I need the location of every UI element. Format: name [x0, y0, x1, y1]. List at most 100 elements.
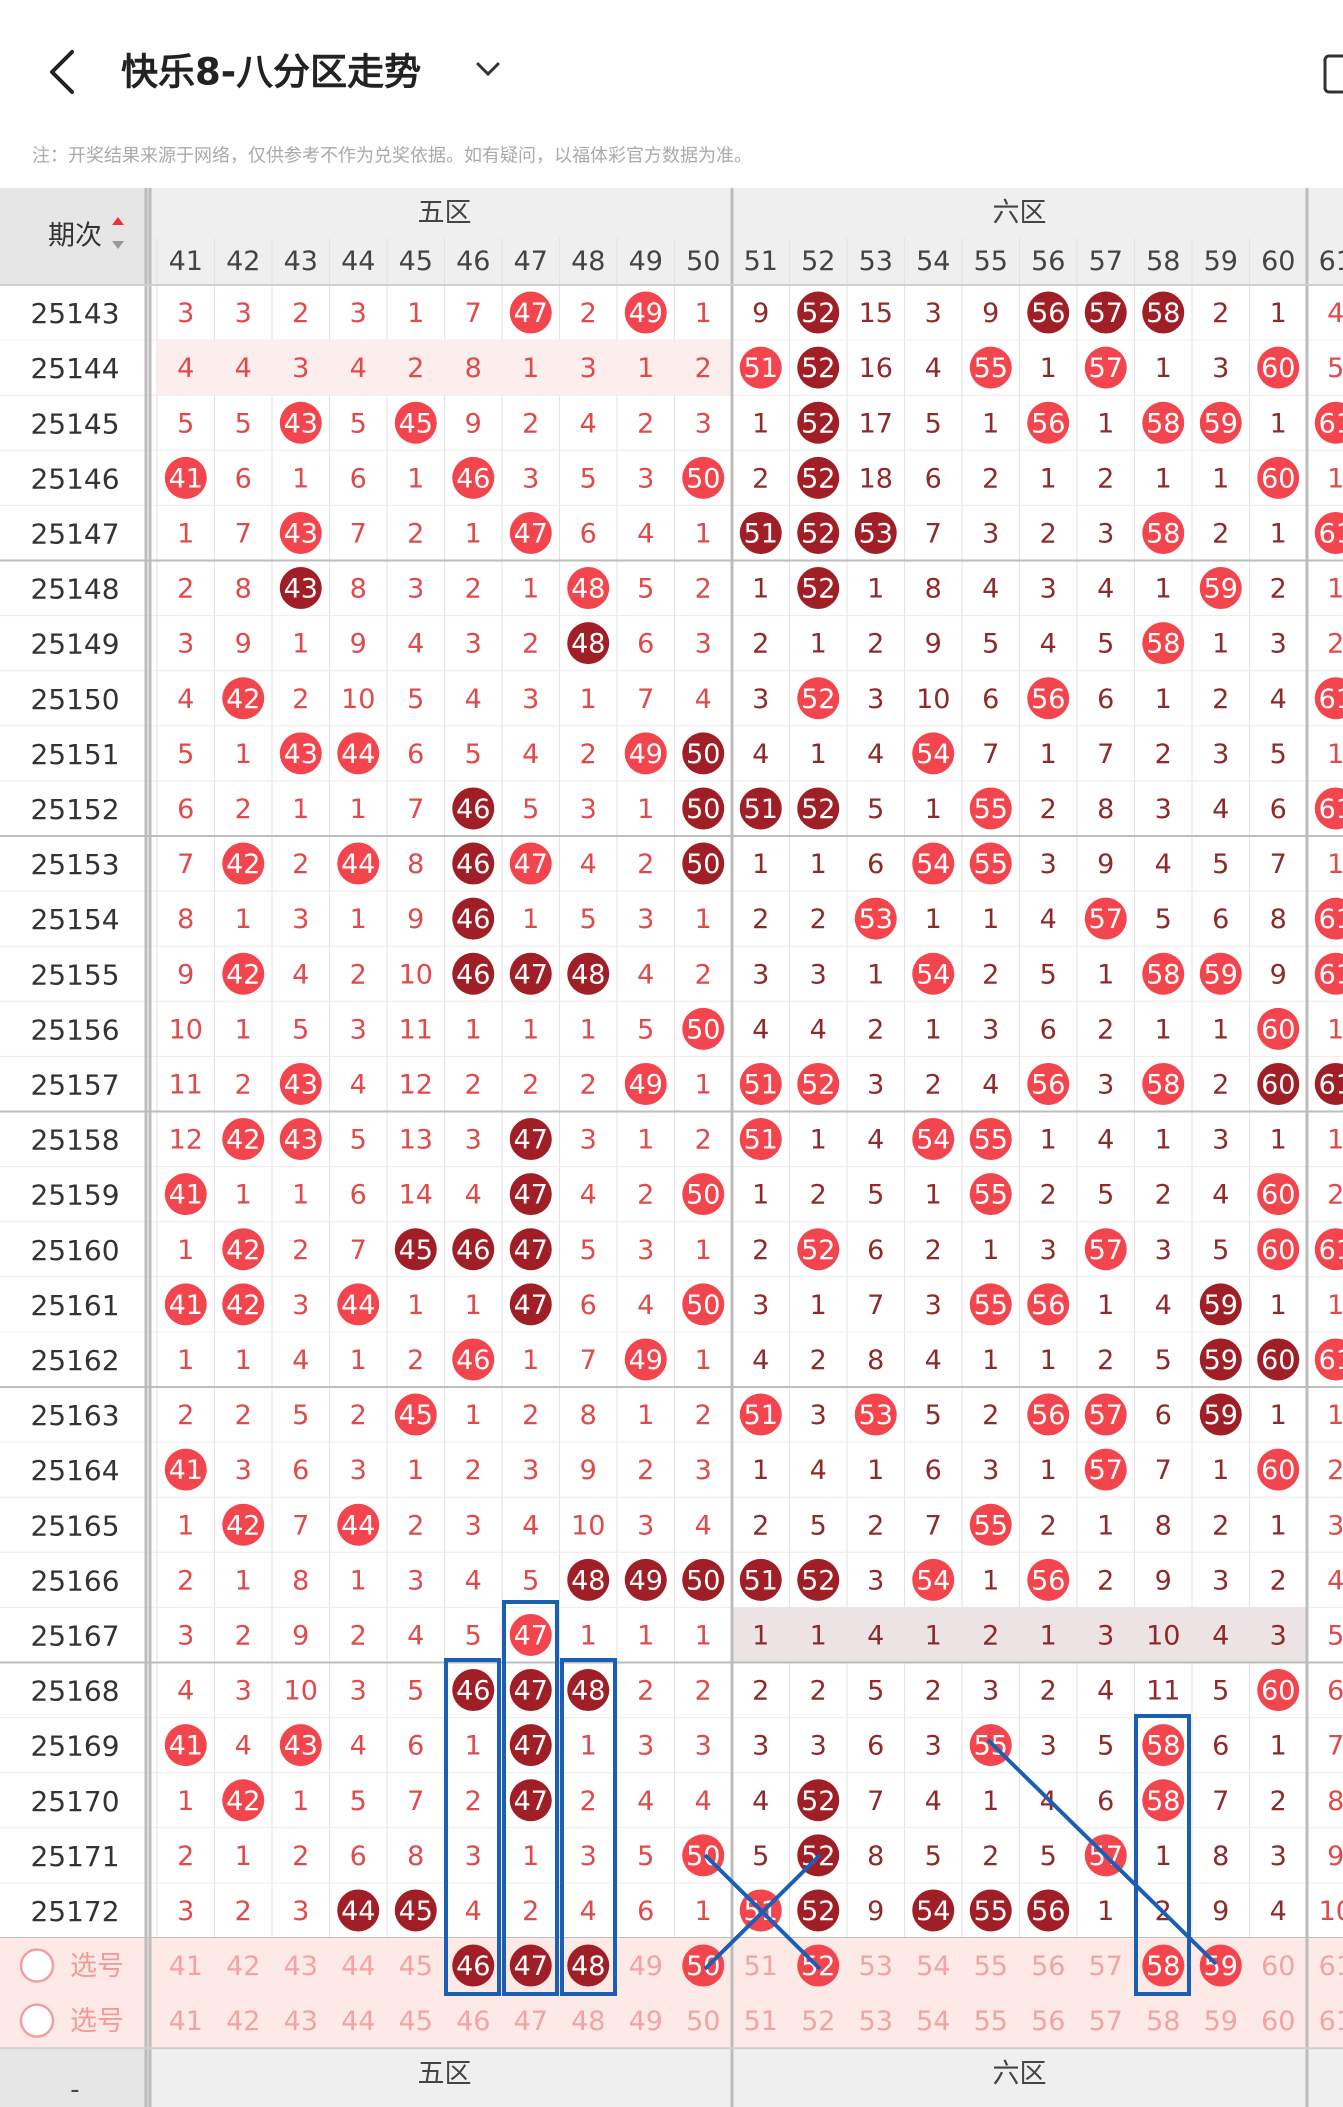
- cell-value: 1: [580, 684, 597, 715]
- hit-ball: [1257, 456, 1300, 499]
- cell-value: 3: [810, 1400, 827, 1431]
- cell-value: 17: [859, 408, 893, 439]
- select-cell[interactable]: [790, 1993, 848, 2048]
- title-dropdown[interactable]: [476, 62, 500, 77]
- cell-value: 1: [1097, 959, 1114, 990]
- column-number: 58: [1146, 246, 1180, 277]
- select-cell[interactable]: [272, 1993, 330, 2048]
- cell-value: 6: [1097, 1786, 1114, 1817]
- menu-icon[interactable]: [1323, 54, 1343, 94]
- select-cell[interactable]: [1077, 1938, 1135, 1993]
- footer-label: -: [70, 2075, 79, 2105]
- select-cell[interactable]: [502, 1938, 560, 1993]
- cell-value: 2: [1097, 1565, 1114, 1596]
- hit-ball: [337, 1503, 380, 1546]
- cell-value: 3: [292, 904, 309, 935]
- select-cell[interactable]: [617, 1993, 675, 2048]
- cell-value: 1: [292, 794, 309, 825]
- select-cell[interactable]: [445, 1938, 503, 1993]
- cell-value: 1: [1040, 1125, 1057, 1156]
- cell-value: 3: [1270, 1620, 1287, 1651]
- select-cell[interactable]: [272, 1938, 330, 1993]
- select-cell[interactable]: [962, 1993, 1020, 2048]
- cell-value: 2: [982, 1620, 999, 1651]
- select-cell[interactable]: [1135, 1938, 1193, 1993]
- cell-value: 43: [284, 408, 318, 439]
- select-cell[interactable]: [1250, 1993, 1308, 2048]
- hit-ball: [279, 511, 322, 554]
- cell-value: 3: [1097, 1069, 1114, 1100]
- hit-ball: [279, 1118, 322, 1161]
- select-cell[interactable]: [1307, 1993, 1343, 2048]
- cell-value: 42: [226, 684, 260, 715]
- select-cell[interactable]: [675, 1938, 733, 1993]
- cell-value: 59: [1204, 1345, 1238, 1376]
- cell-value: 3: [1155, 794, 1172, 825]
- cell-value: 1: [925, 1180, 942, 1211]
- select-cell[interactable]: [617, 1938, 675, 1993]
- select-cell[interactable]: [157, 1938, 215, 1993]
- cell-value: 5: [1212, 849, 1229, 880]
- select-cell[interactable]: [387, 1993, 445, 2048]
- hit-ball: [797, 787, 840, 830]
- cell-value: 1: [1212, 1455, 1229, 1486]
- select-radio[interactable]: [19, 1948, 55, 1983]
- cell-value: 2: [637, 1455, 654, 1486]
- select-cell[interactable]: [675, 1993, 733, 2048]
- cell-value: 2: [867, 1510, 884, 1541]
- hit-ball: [797, 401, 840, 444]
- cell-value: 3: [810, 1731, 827, 1762]
- select-cell[interactable]: [560, 1938, 618, 1993]
- back-button[interactable]: [50, 50, 74, 94]
- select-cell[interactable]: [330, 1993, 388, 2048]
- cell-value: 1: [810, 1290, 827, 1321]
- cell-value: 2: [1212, 1510, 1229, 1541]
- select-cell[interactable]: [1250, 1938, 1308, 1993]
- cell-value: 2: [982, 1400, 999, 1431]
- cell-value: 3: [1097, 518, 1114, 549]
- select-cell[interactable]: [1020, 1993, 1078, 2048]
- select-cell[interactable]: [1192, 1993, 1250, 2048]
- cell-value: 46: [456, 1235, 490, 1266]
- cell-value: 11: [1146, 1676, 1180, 1707]
- select-cell[interactable]: [847, 1938, 905, 1993]
- select-cell[interactable]: [1077, 1993, 1135, 2048]
- select-cell[interactable]: [387, 1938, 445, 1993]
- select-cell[interactable]: [732, 1993, 790, 2048]
- select-cell[interactable]: [905, 1993, 963, 2048]
- hit-ball: [1027, 677, 1070, 720]
- cell-value: 4: [407, 629, 424, 660]
- cell-value: 46: [456, 959, 490, 990]
- select-cell[interactable]: [215, 1938, 273, 1993]
- select-cell[interactable]: [330, 1938, 388, 1993]
- select-radio[interactable]: [19, 2003, 55, 2038]
- cell-value: 44: [341, 1290, 375, 1321]
- cell-value: 48: [571, 1565, 605, 1596]
- select-cell[interactable]: [1307, 1938, 1343, 1993]
- select-cell[interactable]: [1135, 1993, 1193, 2048]
- cell-value: 3: [1212, 1565, 1229, 1596]
- cell-value: 1: [1155, 1125, 1172, 1156]
- cell-value: 1: [982, 904, 999, 935]
- hit-ball: [279, 1062, 322, 1105]
- cell-value: 2: [695, 353, 712, 384]
- select-cell[interactable]: [502, 1993, 560, 2048]
- hit-ball: [682, 732, 725, 775]
- cell-value: 5: [867, 794, 884, 825]
- select-cell[interactable]: [445, 1993, 503, 2048]
- cell-value: 1: [752, 1620, 769, 1651]
- hit-ball: [452, 456, 495, 499]
- select-cell[interactable]: [1020, 1938, 1078, 1993]
- select-cell[interactable]: [847, 1993, 905, 2048]
- select-cell[interactable]: [905, 1938, 963, 1993]
- select-cell[interactable]: [560, 1993, 618, 2048]
- cell-value: 2: [350, 1400, 367, 1431]
- select-cell[interactable]: [962, 1938, 1020, 1993]
- cell-value: 2: [925, 1069, 942, 1100]
- cell-value: 3: [235, 1455, 252, 1486]
- select-cell[interactable]: [732, 1938, 790, 1993]
- select-cell[interactable]: [215, 1993, 273, 2048]
- cell-value: 1: [752, 574, 769, 605]
- cell-value: 1: [1327, 463, 1343, 494]
- select-cell[interactable]: [157, 1993, 215, 2048]
